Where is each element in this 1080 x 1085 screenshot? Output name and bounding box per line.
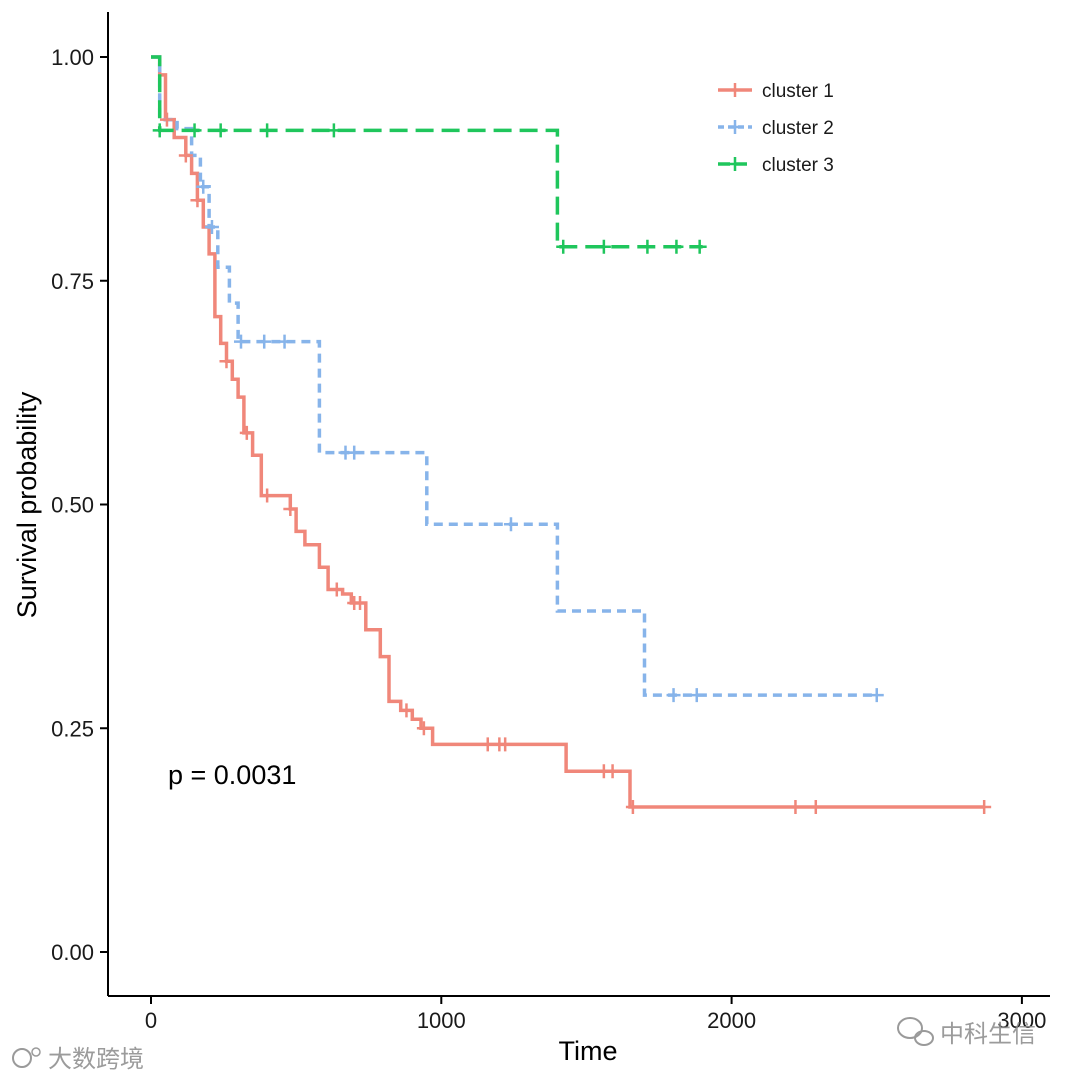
watermark-right-text: 中科生信 [940, 1021, 1036, 1048]
legend-entry-cluster-3: cluster 3 [718, 155, 834, 176]
censor-mark-cluster-1 [808, 800, 823, 815]
wechat-logo-icon-small [914, 1030, 934, 1046]
series-line-cluster-1 [151, 55, 985, 809]
censor-mark-cluster-1 [219, 354, 234, 369]
legend: cluster 1 cluster 2 cluster 3 [718, 81, 834, 176]
legend-entry-cluster-1: cluster 1 [718, 81, 834, 102]
watermark-left-text: 大数跨境 [48, 1046, 144, 1073]
censor-mark-cluster-1 [416, 721, 431, 736]
censor-mark-cluster-3 [669, 239, 684, 254]
censor-mark-cluster-3 [260, 123, 275, 138]
censor-mark-cluster-1 [283, 501, 298, 516]
x-axis-title: Time [559, 1036, 618, 1066]
y-tick-label: 1.00 [51, 45, 94, 70]
censor-mark-cluster-3 [152, 123, 167, 138]
censor-mark-cluster-1 [788, 800, 803, 815]
legend-censor-icon [728, 120, 742, 134]
y-tick-label: 0.50 [51, 493, 94, 518]
legend-label-cluster-1: cluster 1 [762, 81, 834, 102]
ticks-layer: 0.00 0.25 0.50 0.75 1.00 0 1000 2000 3000 [51, 45, 1046, 1033]
y-tick-label: 0.75 [51, 269, 94, 294]
censor-mark-cluster-3 [556, 239, 571, 254]
censor-mark-cluster-3 [692, 239, 707, 254]
censor-mark-cluster-3 [326, 123, 341, 138]
censor-mark-cluster-2 [277, 334, 292, 349]
watermark-left: 大数跨境 [12, 1046, 144, 1073]
censor-mark-cluster-1 [399, 703, 414, 718]
censor-mark-cluster-1 [498, 737, 513, 752]
censor-mark-cluster-1 [190, 193, 205, 208]
legend-label-cluster-3: cluster 3 [762, 155, 834, 176]
y-axis-title: Survival probability [12, 391, 42, 618]
censor-mark-cluster-2 [257, 334, 272, 349]
censor-layer [152, 112, 992, 815]
y-tick-label: 0.00 [51, 940, 94, 965]
censor-mark-cluster-2 [689, 688, 704, 703]
censor-mark-cluster-2 [503, 517, 518, 532]
series-line-cluster-3 [151, 55, 703, 249]
censor-mark-cluster-1 [239, 425, 254, 440]
censor-mark-cluster-2 [196, 179, 211, 194]
x-tick-label: 0 [145, 1008, 157, 1033]
censor-mark-cluster-3 [187, 123, 202, 138]
weibo-logo-icon [12, 1048, 32, 1068]
censor-mark-cluster-1 [605, 764, 620, 779]
censor-mark-cluster-2 [666, 688, 681, 703]
series-line-cluster-2 [151, 55, 877, 697]
censor-mark-cluster-3 [213, 123, 228, 138]
weibo-logo-icon-dot [31, 1047, 41, 1057]
censor-mark-cluster-1 [977, 800, 992, 815]
censor-mark-cluster-2 [347, 445, 362, 460]
legend-censor-icon [728, 157, 742, 171]
censor-mark-cluster-1 [159, 112, 174, 127]
censor-mark-cluster-2 [233, 334, 248, 349]
series-layer [151, 55, 985, 809]
censor-mark-cluster-1 [353, 595, 368, 610]
p-value-annotation: p = 0.0031 [168, 760, 296, 790]
censor-mark-cluster-2 [869, 688, 884, 703]
censor-mark-cluster-1 [260, 488, 275, 503]
censor-mark-cluster-3 [596, 239, 611, 254]
censor-mark-cluster-1 [329, 582, 344, 597]
x-tick-label: 3000 [997, 1008, 1046, 1033]
legend-censor-icon [728, 83, 742, 97]
censor-mark-cluster-1 [178, 148, 193, 163]
y-tick-label: 0.25 [51, 716, 94, 741]
x-tick-label: 2000 [707, 1008, 756, 1033]
censor-mark-cluster-2 [204, 220, 219, 235]
wechat-logo-icon [897, 1017, 923, 1039]
legend-entry-cluster-2: cluster 2 [718, 118, 834, 139]
censor-mark-cluster-3 [640, 239, 655, 254]
watermark-right: 中科生信 [897, 1017, 1036, 1048]
x-tick-label: 1000 [417, 1008, 466, 1033]
censor-mark-cluster-1 [625, 800, 640, 815]
legend-label-cluster-2: cluster 2 [762, 118, 834, 139]
